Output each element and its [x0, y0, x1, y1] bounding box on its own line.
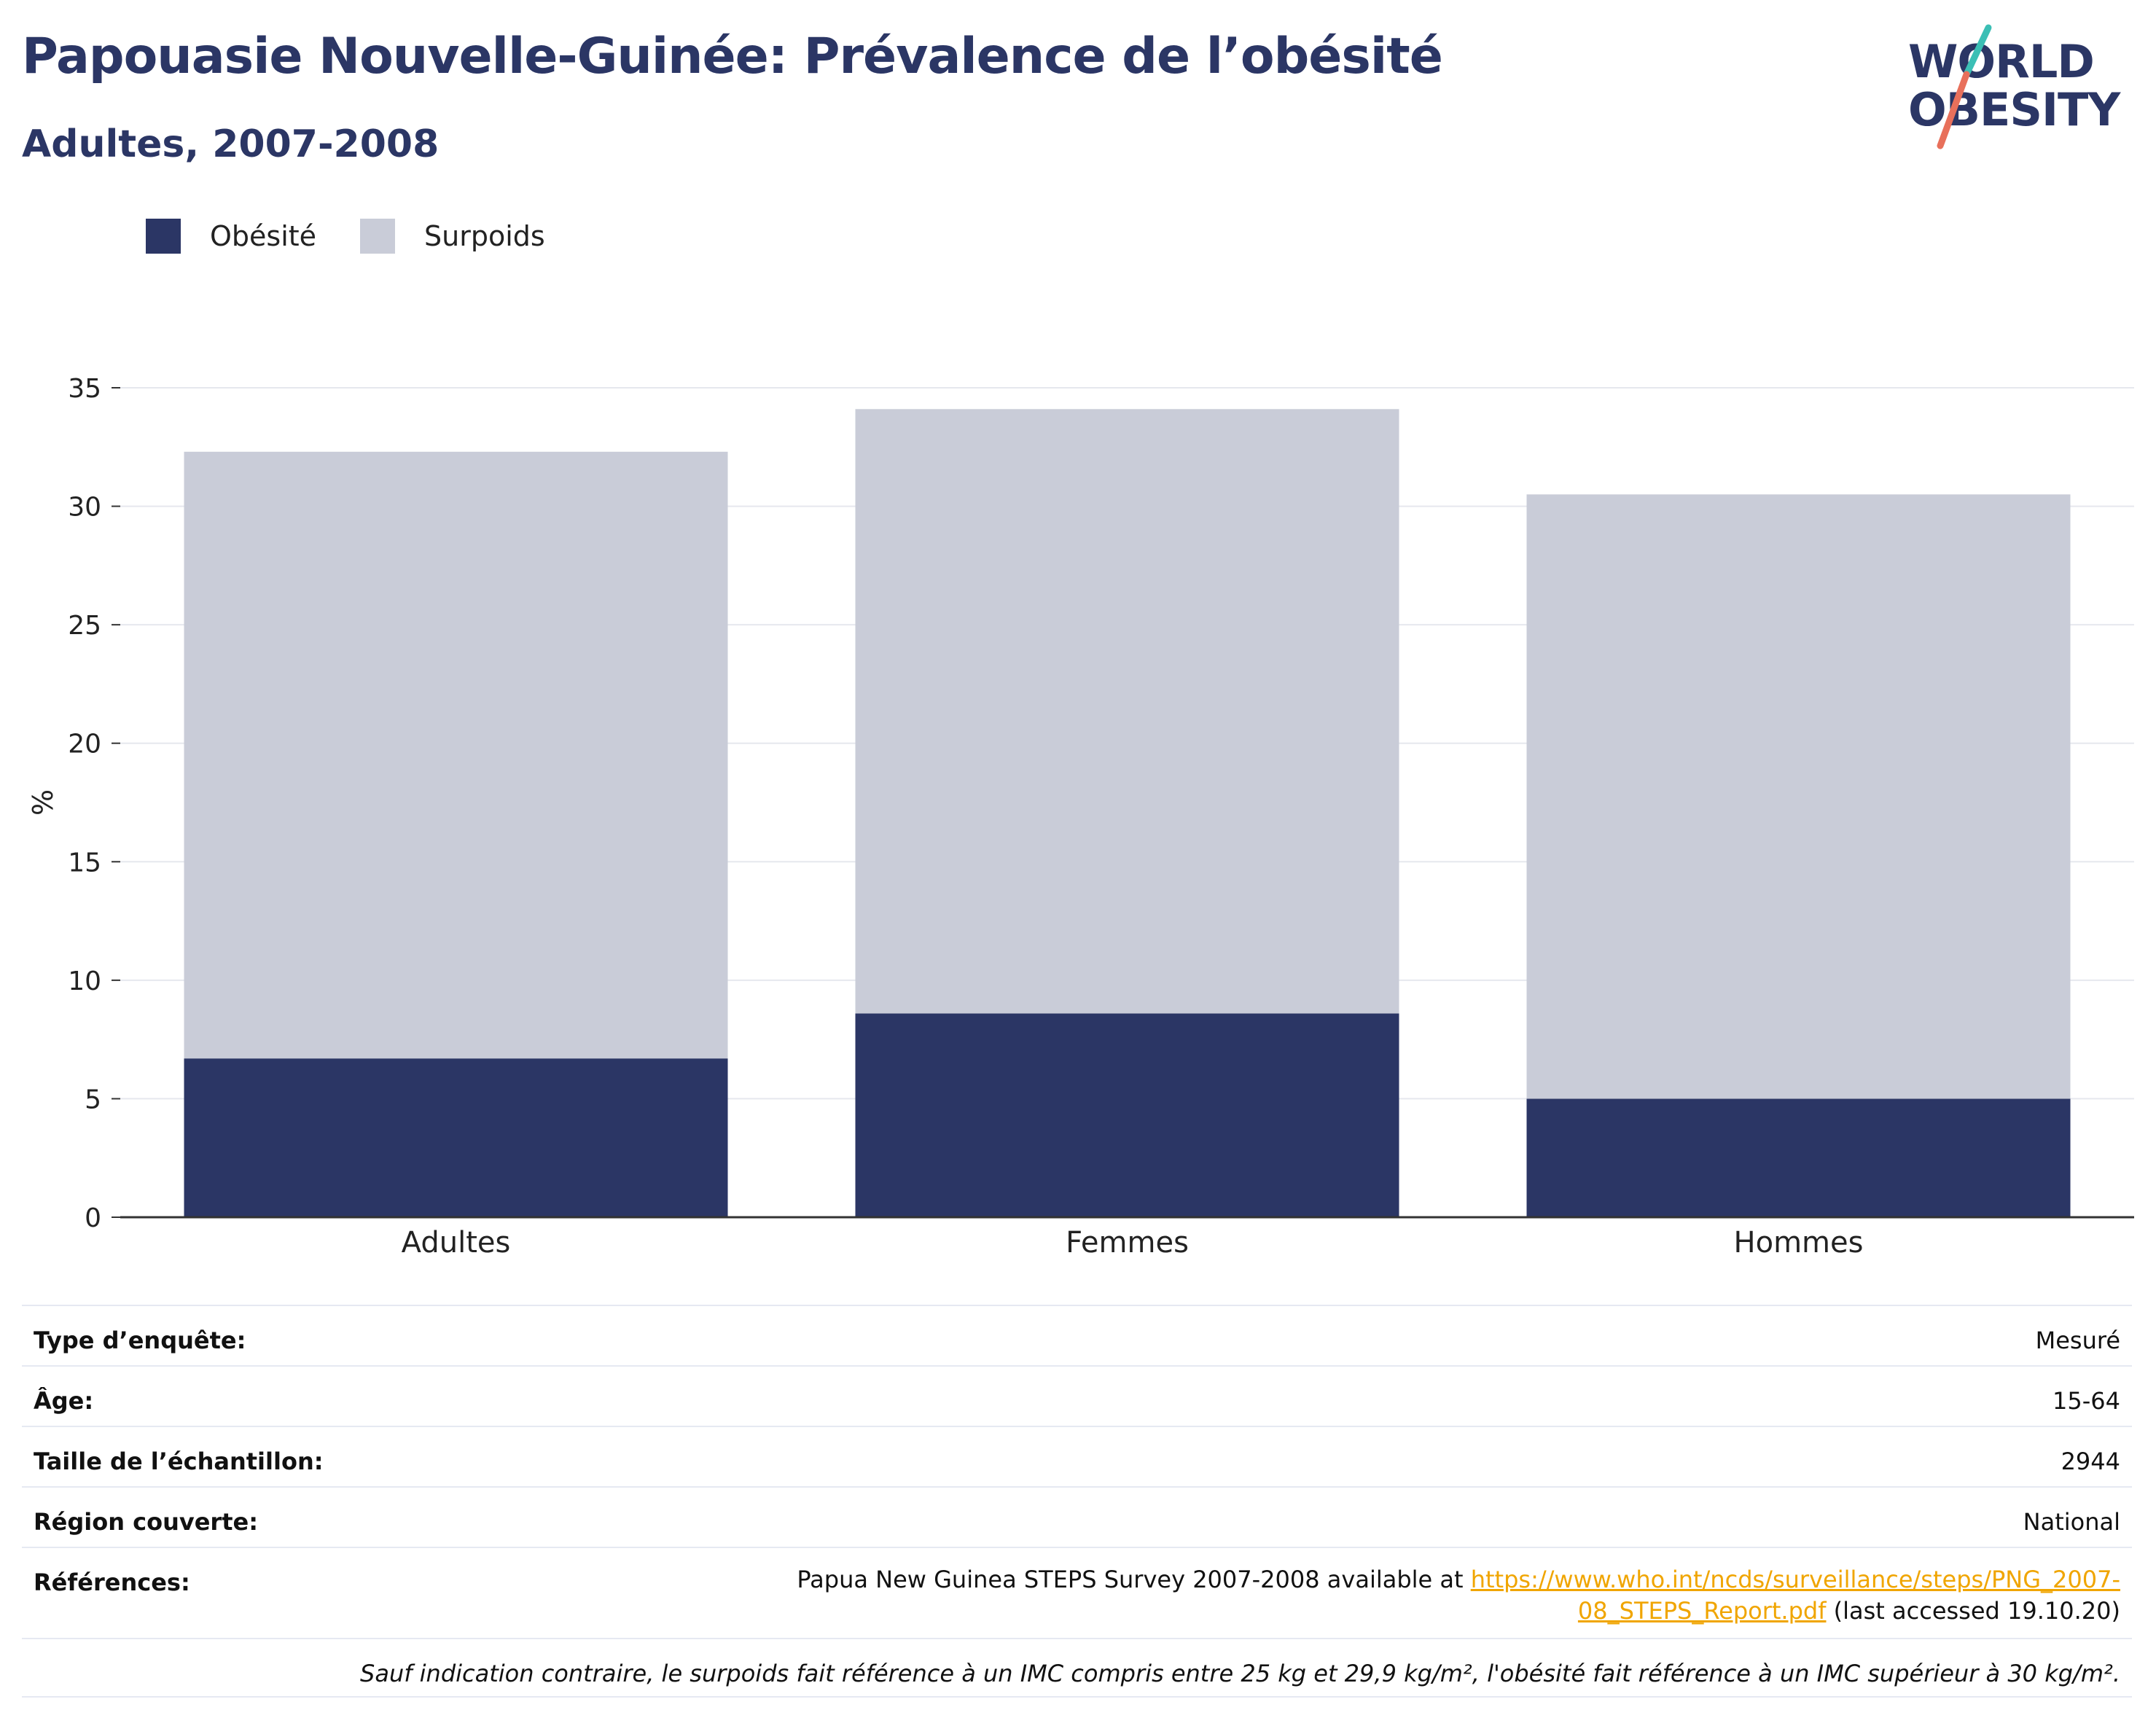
references-text: Papua New Guinea STEPS Survey 2007-2008 … — [750, 1564, 2120, 1627]
x-tick-label: Adultes — [402, 1226, 511, 1260]
y-tick-label: 0 — [85, 1203, 101, 1233]
info-row-survey-type: Type d’enquête: Mesuré — [22, 1305, 2132, 1365]
bar-chart: 0 5 10 15 20 25 30 35% Adultes Femmes Hommes — [27, 374, 2134, 1260]
info-key: Âge: — [34, 1387, 94, 1415]
info-row-sample-size: Taille de l’échantillon: 2944 — [22, 1426, 2132, 1486]
bar-obesite-adultes — [184, 1058, 728, 1217]
y-tick-label: 20 — [68, 730, 101, 759]
y-tick-label: 10 — [68, 966, 101, 996]
x-tick-label: Hommes — [1734, 1226, 1864, 1260]
survey-info-table: Type d’enquête: Mesuré Âge: 15-64 Taille… — [22, 1305, 2132, 1698]
bar-obesite-hommes — [1526, 1098, 2071, 1217]
info-key: Taille de l’échantillon: — [34, 1448, 324, 1475]
logo-line1: WORLD — [1908, 35, 2095, 88]
references-after: (last accessed 19.10.20) — [1826, 1597, 2120, 1625]
legend-swatch-surpoids — [360, 219, 396, 254]
y-tick-label: 25 — [68, 611, 101, 641]
bar-obesite-femmes — [855, 1013, 1399, 1217]
info-key: Références: — [34, 1569, 190, 1596]
legend-swatch-obesite — [146, 219, 181, 254]
bar-surpoids-femmes — [855, 409, 1399, 1014]
y-tick-label: 5 — [85, 1085, 101, 1114]
y-axis-label: % — [27, 789, 59, 816]
page-title: Papouasie Nouvelle-Guinée: Prévalence de… — [22, 28, 1443, 85]
x-tick-label: Femmes — [1066, 1226, 1189, 1260]
info-key: Région couverte: — [34, 1508, 258, 1536]
chart-legend: Obésité Surpoids — [146, 216, 589, 257]
info-row-references: Références: Papua New Guinea STEPS Surve… — [22, 1547, 2132, 1638]
footnote: Sauf indication contraire, le surpoids f… — [22, 1638, 2132, 1698]
info-value: 2944 — [2061, 1448, 2120, 1475]
references-link[interactable]: https://www.who.int/ncds/surveillance/st… — [1470, 1566, 2120, 1625]
info-key: Type d’enquête: — [34, 1327, 246, 1354]
legend-item-surpoids: Surpoids — [360, 219, 545, 254]
legend-label-surpoids: Surpoids — [424, 220, 545, 252]
info-value: Mesuré — [2035, 1327, 2120, 1354]
legend-item-obesite: Obésité — [146, 219, 316, 254]
bar-surpoids-adultes — [184, 451, 728, 1059]
page-subtitle: Adultes, 2007-2008 — [22, 122, 440, 166]
bar-surpoids-hommes — [1526, 494, 2071, 1099]
legend-label-obesite: Obésité — [210, 220, 317, 252]
y-tick-label: 15 — [68, 848, 101, 878]
references-before: Papua New Guinea STEPS Survey 2007-2008 … — [797, 1566, 1471, 1593]
info-value: National — [2023, 1508, 2120, 1536]
world-obesity-logo: WORLD OBESITY — [1902, 22, 2143, 153]
info-row-age: Âge: 15-64 — [22, 1365, 2132, 1426]
info-row-region: Région couverte: National — [22, 1486, 2132, 1547]
y-tick-label: 35 — [68, 374, 101, 404]
logo-slash-icon — [1937, 24, 1992, 149]
y-tick-label: 30 — [68, 493, 101, 523]
info-value: 15-64 — [2053, 1387, 2120, 1415]
